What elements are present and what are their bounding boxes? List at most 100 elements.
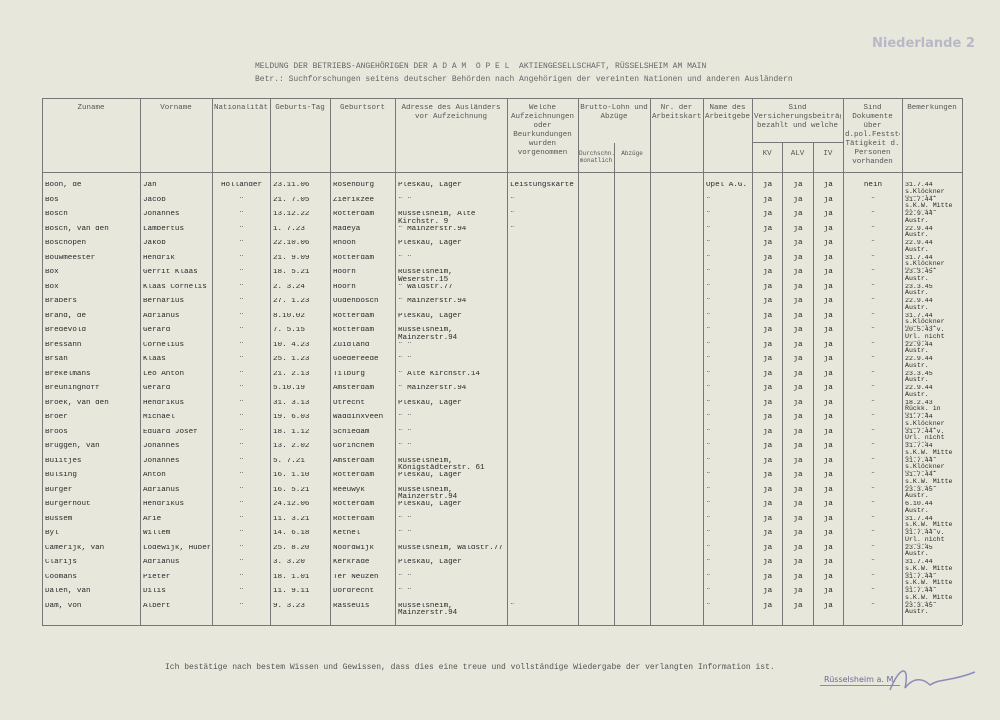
table-cell: ja <box>763 327 773 334</box>
table-cell: Leistungskarte <box>510 182 574 189</box>
table-cell: Opel A.G. <box>706 182 748 189</box>
table-cell: ja <box>823 269 833 276</box>
column-rule <box>650 98 651 625</box>
table-cell: Cornelius <box>143 341 185 349</box>
table-cell: ja <box>823 240 833 247</box>
table-cell: Byl <box>45 530 59 537</box>
table-cell: Brabers <box>45 298 77 305</box>
table-cell: 31.7.44 s.Klöckner Humboldt Deutz. <box>905 254 945 270</box>
table-cell: " <box>706 196 711 204</box>
column-header: Welche Aufzeichnungen oder Beurkundungen… <box>510 104 574 157</box>
table-cell: ja <box>823 414 833 421</box>
table-cell: Rhoon <box>333 240 356 247</box>
table-cell: ja <box>823 428 833 436</box>
table-cell: ja <box>763 588 773 595</box>
table-cell: Bouwmeester <box>45 254 96 262</box>
table-cell: Brsan <box>45 356 68 363</box>
table-cell: ja <box>763 254 773 262</box>
table-cell: " <box>870 530 876 537</box>
table-cell: " <box>870 283 876 291</box>
table-cell: ja <box>793 254 803 262</box>
table-cell: Bressann <box>45 341 82 349</box>
table-cell: ja <box>823 196 833 204</box>
table-cell: ja <box>823 356 833 363</box>
table-cell: " <box>239 196 244 204</box>
table-cell: Box <box>45 283 59 291</box>
table-cell: Clarijs <box>45 559 77 566</box>
table-cell: ja <box>793 602 803 610</box>
table-cell: 13.12.22 <box>273 211 310 218</box>
table-cell: " <box>870 385 876 392</box>
table-cell: 18. 5.21 <box>273 269 310 276</box>
table-cell: Rüsselsheim, Alte Kirchstr. 9 <box>398 211 476 226</box>
table-cell: ja <box>823 588 833 595</box>
table-cell: ja <box>823 602 833 610</box>
table-cell: " <box>706 399 711 407</box>
table-cell: " <box>706 370 711 378</box>
table-cell: Hendrikus <box>143 399 185 407</box>
table-cell: 31.7.44 s.K.W. Mitte Gleiwitz <box>905 196 953 212</box>
doc-subject: Betr.: Suchforschungen seitens deutscher… <box>255 75 793 84</box>
table-cell: Rotterdam <box>333 312 375 320</box>
table-cell: 31.7.44 v. Url. nicht zurück <box>905 530 945 545</box>
table-cell: 21. 2.13 <box>273 370 310 378</box>
table-cell: Johannes <box>143 457 180 465</box>
table-cell: " <box>239 573 244 581</box>
table-cell: Gerard <box>143 327 171 334</box>
table-cell: " " <box>398 443 412 450</box>
table-cell: " <box>870 240 876 247</box>
rule <box>42 98 962 99</box>
table-cell: 31.7.44 s.Klöckner Humboldt Deutz. <box>905 182 945 197</box>
table-cell: Rüsselsheim, Mainzerstr.94 <box>398 327 458 342</box>
table-cell: 9. 3.23 <box>273 602 305 610</box>
table-cell: ja <box>793 399 803 407</box>
table-cell: 31.7.44 s.Klöckner Humboldt Deutz. <box>905 457 945 473</box>
rule <box>42 625 962 626</box>
table-cell: " <box>239 211 244 218</box>
table-cell: ja <box>793 544 803 552</box>
table-cell: ja <box>793 327 803 334</box>
table-cell: Arie <box>143 515 162 523</box>
table-cell: " <box>870 312 876 320</box>
column-header: Adresse des Ausländers vor Aufzeichnung <box>401 104 501 121</box>
table-cell: " <box>239 544 244 552</box>
table-cell: ja <box>823 211 833 218</box>
table-cell: ja <box>793 428 803 436</box>
table-cell: " Waldstr.77 <box>398 283 453 291</box>
table-cell: " <box>870 225 876 233</box>
table-cell: " <box>870 414 876 421</box>
table-cell: Gorinchem <box>333 443 375 450</box>
column-rule <box>507 98 508 625</box>
table-cell: " <box>706 559 711 566</box>
table-cell: 31.7.44 s.Klöckner Humboldt Deutz. <box>905 312 945 328</box>
table-cell: Pleskau, Lager <box>398 501 462 508</box>
table-cell: 31.7.44 s.K.W. Mitte Gleiwitz <box>905 588 953 603</box>
table-cell: " <box>706 298 711 305</box>
table-cell: ja <box>763 443 773 450</box>
table-cell: Klaas <box>143 356 166 363</box>
table-cell: " Alte Kirchstr.14 <box>398 370 481 378</box>
table-cell: ja <box>763 385 773 392</box>
table-cell: Rotterdam <box>333 515 375 523</box>
table-cell: 27. 1.23 <box>273 298 310 305</box>
table-cell: 22.10.06 <box>273 240 310 247</box>
table-cell: 24.12.06 <box>273 501 310 508</box>
table-cell: ja <box>793 472 803 479</box>
column-rule <box>140 98 141 625</box>
column-rule <box>962 98 963 625</box>
sub-header: ALV <box>790 150 805 158</box>
table-cell: " <box>239 298 244 305</box>
table-cell: Rotterdam <box>333 254 375 262</box>
table-cell: " <box>239 385 244 392</box>
table-cell: Bredevold <box>45 327 87 334</box>
table-cell: Leo Anton <box>143 370 185 378</box>
table-cell: Rüsselsheim, Königstädterstr. 61 <box>398 457 485 472</box>
table-cell: ja <box>823 225 833 233</box>
table-cell: ja <box>763 544 773 552</box>
table-cell: ja <box>823 327 833 334</box>
column-header: Brutto-Lohn und Abzüge <box>580 104 648 121</box>
sub-header: IV <box>823 150 833 158</box>
table-cell: ja <box>763 472 773 479</box>
table-cell: " <box>706 530 711 537</box>
